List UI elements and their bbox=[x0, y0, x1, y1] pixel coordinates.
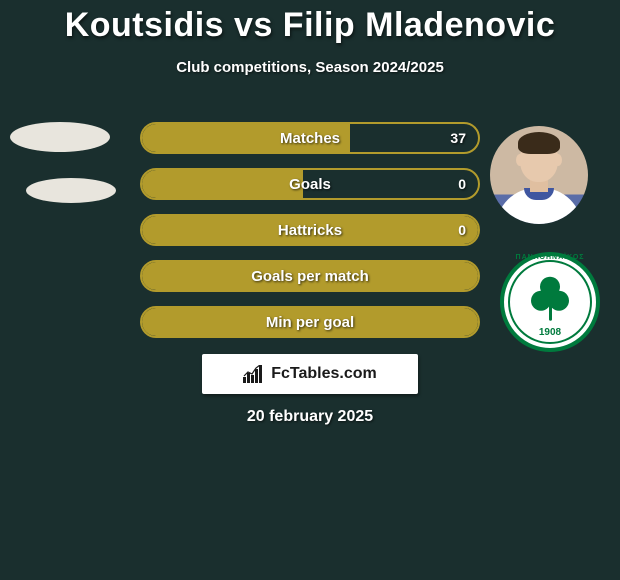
stat-bar-value: 37 bbox=[450, 124, 466, 152]
club-badge: ΠΑΝΑΘΗΝΑΪΚΟΣ 1908 bbox=[500, 252, 600, 352]
stats-bars: Matches37Goals0Hattricks0Goals per match… bbox=[140, 122, 480, 352]
stat-bar: Goals per match bbox=[140, 260, 480, 292]
brand-text: FcTables.com bbox=[271, 365, 377, 383]
page-title: Koutsidis vs Filip Mladenovic bbox=[0, 0, 620, 45]
stat-bar: Hattricks0 bbox=[140, 214, 480, 246]
stat-bar-label: Goals bbox=[142, 170, 478, 198]
player-left-placeholder-1 bbox=[10, 122, 110, 152]
club-name: ΠΑΝΑΘΗΝΑΪΚΟΣ bbox=[504, 254, 596, 261]
player-left-placeholder-2 bbox=[26, 178, 116, 203]
club-year: 1908 bbox=[504, 327, 596, 338]
shamrock-icon bbox=[527, 277, 573, 323]
stat-bar: Min per goal bbox=[140, 306, 480, 338]
stat-bar-label: Min per goal bbox=[142, 308, 478, 336]
stat-bar-value: 0 bbox=[458, 170, 466, 198]
stat-bar-label: Hattricks bbox=[142, 216, 478, 244]
stat-bar: Matches37 bbox=[140, 122, 480, 154]
player-right-avatar bbox=[490, 126, 588, 224]
stat-bar-label: Matches bbox=[142, 124, 478, 152]
page-subtitle: Club competitions, Season 2024/2025 bbox=[0, 59, 620, 76]
stat-bar-value: 0 bbox=[458, 216, 466, 244]
date: 20 february 2025 bbox=[0, 408, 620, 426]
stat-bar-label: Goals per match bbox=[142, 262, 478, 290]
brand-box: FcTables.com bbox=[202, 354, 418, 394]
bars-icon bbox=[243, 365, 265, 383]
stat-bar: Goals0 bbox=[140, 168, 480, 200]
